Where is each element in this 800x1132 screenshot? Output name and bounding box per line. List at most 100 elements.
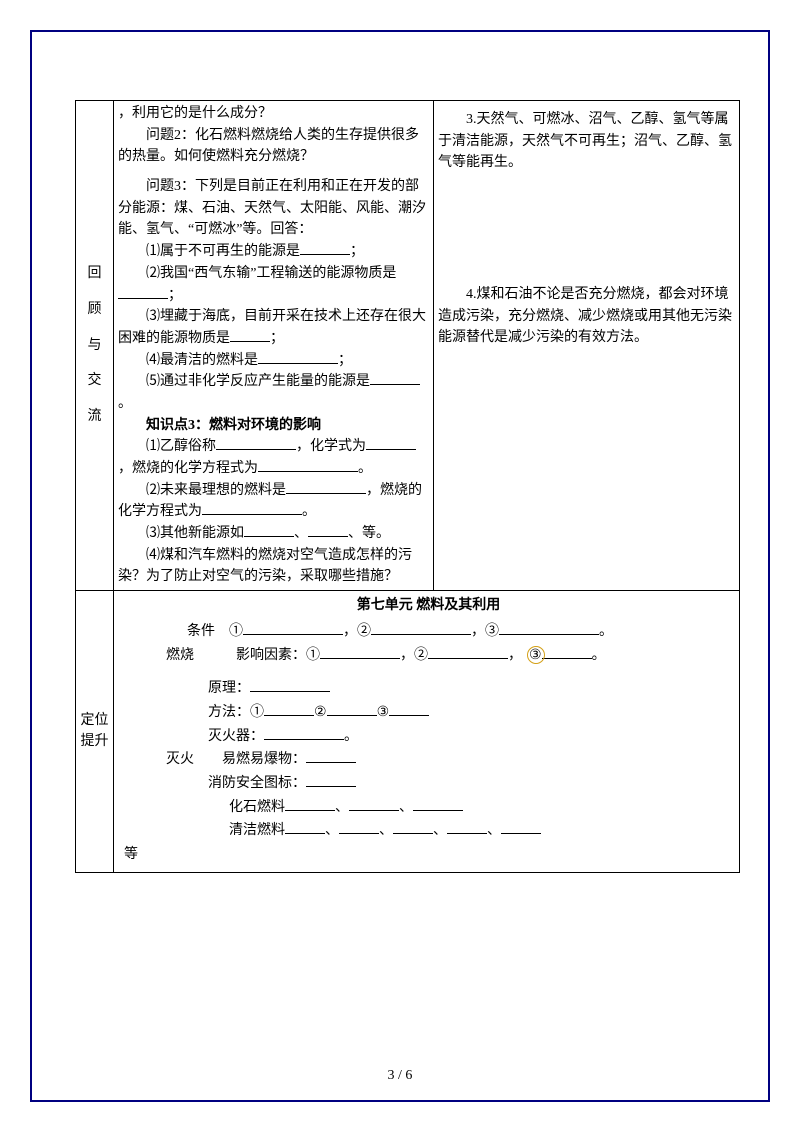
blank (230, 328, 270, 342)
text: 、 (433, 823, 447, 838)
spacer (438, 174, 735, 284)
text: 等。 (362, 526, 390, 541)
blank (202, 501, 302, 515)
text-line: 问题3：下列是目前正在利用和正在开发的部分能源：煤、石油、天然气、太阳能、风能、… (118, 176, 429, 241)
text-paragraph: 4.煤和石油不论是否充分燃烧，都会对环境造成污染，充分燃烧、减少燃烧或用其他无污… (438, 284, 735, 349)
fill-line: 消防安全图标： (124, 773, 733, 795)
text: 方法：① (208, 705, 264, 720)
text: 。 (592, 648, 606, 663)
blank (389, 702, 429, 716)
blank (285, 797, 335, 811)
main-table: 回 顾 与 交 流 ，利用它的是什么成分？ 问题2：化石燃料燃烧给人类的生存提供… (75, 100, 740, 873)
page-number: 3 / 6 (388, 1068, 413, 1083)
text: 、 (379, 823, 393, 838)
fill-line: 方法：①②③ (124, 702, 733, 724)
blank (216, 436, 296, 450)
circled-number-3: ③ (529, 648, 542, 663)
blank (308, 523, 348, 537)
text-paragraph: 3.天然气、可燃冰、沼气、乙醇、氢气等属于清洁能源，天然气不可再生；沼气、乙醇、… (438, 109, 735, 174)
text: 、 (399, 800, 413, 815)
label-char: 与 (80, 335, 109, 357)
text: 、 (487, 823, 501, 838)
fill-line: 条件 ①，②，③。 (124, 621, 733, 643)
blank (320, 645, 400, 659)
blank (306, 749, 356, 763)
text: ； (338, 353, 352, 368)
label-char: 顾 (80, 299, 109, 321)
text: ； (350, 244, 364, 259)
text: ； (270, 331, 284, 346)
mid-content: ，利用它的是什么成分？ 问题2：化石燃料燃烧给人类的生存提供很多的热量。如何使燃… (114, 101, 434, 591)
blank (413, 797, 463, 811)
text: 、 (294, 526, 308, 541)
fill-line: 灭火 易燃易爆物： (124, 749, 733, 771)
text: 化石燃料 (229, 800, 285, 815)
blank (371, 621, 471, 635)
text: ，燃烧的化学方程式为 (118, 461, 258, 476)
text: 。 (118, 396, 132, 411)
text: ， (471, 624, 485, 639)
blank (501, 820, 541, 834)
text: ③ (377, 705, 390, 720)
knowledge-point-title: 知识点3：燃料对环境的影响 (118, 415, 429, 437)
text-line: ⑷煤和汽车燃料的燃烧对空气造成怎样的污染？为了防止对空气的污染，采取哪些措施？ (118, 545, 429, 588)
blank (118, 285, 168, 299)
text: 、 (335, 800, 349, 815)
text: ⑵未来最理想的燃料是 (118, 483, 286, 498)
blank (243, 621, 343, 635)
spacer (118, 168, 429, 176)
blank (447, 820, 487, 834)
highlight-circle-icon (527, 646, 545, 664)
text: ② (414, 648, 428, 663)
text: 。 (599, 624, 613, 639)
blank (366, 436, 416, 450)
row-label-position: 定位 提升 (76, 591, 114, 873)
text: 消防安全图标： (208, 776, 306, 791)
outline-content: 第七单元 燃料及其利用 条件 ①，②，③。 燃烧 影响因素：①，②， ③。 原理… (114, 591, 740, 873)
fill-line: ⑸通过非化学反应产生能量的能源是。 (118, 371, 429, 414)
text: ③ (485, 624, 499, 639)
text: ， (400, 648, 414, 663)
text: 。 (302, 504, 316, 519)
label-char: 流 (80, 406, 109, 428)
content: 回 顾 与 交 流 ，利用它的是什么成分？ 问题2：化石燃料燃烧给人类的生存提供… (75, 100, 740, 873)
text: 燃烧 影响因素：① (166, 648, 320, 663)
spacer (124, 668, 733, 678)
blank (244, 523, 294, 537)
text-line: ，利用它的是什么成分？ (118, 103, 429, 125)
blank (499, 621, 599, 635)
blank (327, 702, 377, 716)
text: 灭火器： (208, 729, 264, 744)
fill-line: ⑴乙醇俗称，化学式为，燃烧的化学方程式为。 (118, 436, 429, 479)
blank (393, 820, 433, 834)
blank (370, 371, 420, 385)
blank (339, 820, 379, 834)
text: ⑸通过非化学反应产生能量的能源是 (118, 374, 370, 389)
fill-line: ⑶其他新能源如、、等。 (118, 523, 429, 545)
blank (264, 702, 314, 716)
blank (286, 480, 366, 494)
blank (349, 797, 399, 811)
text: ，化学式为 (296, 439, 366, 454)
row-label-review: 回 顾 与 交 流 (76, 101, 114, 591)
text: 灭火 易燃易爆物： (166, 752, 306, 767)
blank (258, 458, 358, 472)
text: ； (168, 288, 182, 303)
blank (285, 820, 325, 834)
text: ② (357, 624, 371, 639)
text: 条件 ① (187, 624, 243, 639)
blank (428, 645, 508, 659)
table-row: 回 顾 与 交 流 ，利用它的是什么成分？ 问题2：化石燃料燃烧给人类的生存提供… (76, 101, 740, 591)
text: ， (343, 624, 357, 639)
text: 。 (344, 729, 358, 744)
blank (542, 645, 592, 659)
fill-line: ⑷最清洁的燃料是； (118, 350, 429, 372)
fill-line: ⑴属于不可再生的能源是； (118, 241, 429, 263)
text: ⑴乙醇俗称 (118, 439, 216, 454)
text: 原理： (208, 681, 250, 696)
fill-line: 原理： (124, 678, 733, 700)
blank (250, 678, 330, 692)
blank (258, 350, 338, 364)
text: ， (508, 648, 515, 663)
text: 、 (348, 526, 362, 541)
